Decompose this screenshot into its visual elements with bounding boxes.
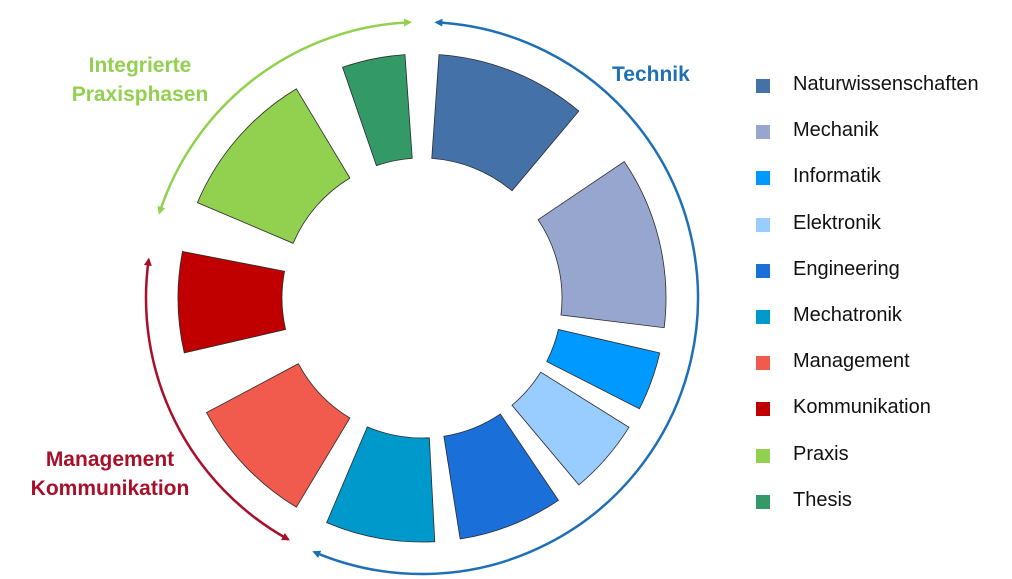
legend-swatch — [756, 171, 770, 186]
segment-elektronik — [511, 371, 630, 486]
group-label-line: Integrierte — [88, 54, 192, 77]
legend-label: Kommunikation — [793, 396, 931, 419]
group-label-line: Praxisphasen — [71, 83, 209, 106]
segment-kommunikation — [177, 250, 287, 354]
group-arc-arrow — [157, 18, 412, 215]
segment-informatik — [546, 329, 661, 410]
legend-swatch — [756, 494, 770, 509]
legend-label: Naturwissenschaften — [793, 73, 979, 95]
group-arc-arrow — [312, 18, 700, 576]
group-label-management: Management Kommunikation — [18, 445, 202, 503]
legend-swatch — [756, 263, 770, 278]
segment-engineering — [443, 413, 559, 540]
legend-label: Mechanik — [793, 119, 879, 142]
legend-label: Elektronik — [793, 211, 881, 234]
legend-swatch — [756, 79, 770, 93]
segment-mechanik — [537, 161, 667, 329]
group-label-praxisphasen: Integrierte Praxisphasen — [58, 51, 222, 109]
segment-management — [206, 363, 351, 508]
legend-label: Praxis — [793, 442, 849, 465]
segment-naturwissenschaften — [431, 54, 580, 192]
group-label-line: Technik — [612, 63, 690, 86]
group-label-line: Kommunikation — [30, 477, 190, 500]
group-label-technik: Technik — [612, 60, 690, 89]
legend-label: Mechatronik — [793, 303, 902, 326]
legend-label: Thesis — [793, 488, 852, 511]
group-arc-arrow — [143, 257, 290, 541]
legend-label: Management — [793, 350, 910, 373]
group-label-line: Management — [45, 448, 175, 471]
legend-label: Informatik — [793, 165, 881, 188]
segment-mechatronik — [326, 426, 436, 543]
legend-swatch — [756, 309, 770, 324]
legend-swatch — [756, 402, 770, 417]
legend-swatch — [756, 217, 770, 232]
legend-swatch — [756, 125, 770, 140]
legend-label: Engineering — [793, 257, 900, 280]
legend-swatch — [756, 448, 770, 463]
segment-thesis — [342, 54, 413, 167]
legend-swatch — [756, 356, 770, 371]
segment-praxis — [196, 88, 351, 244]
